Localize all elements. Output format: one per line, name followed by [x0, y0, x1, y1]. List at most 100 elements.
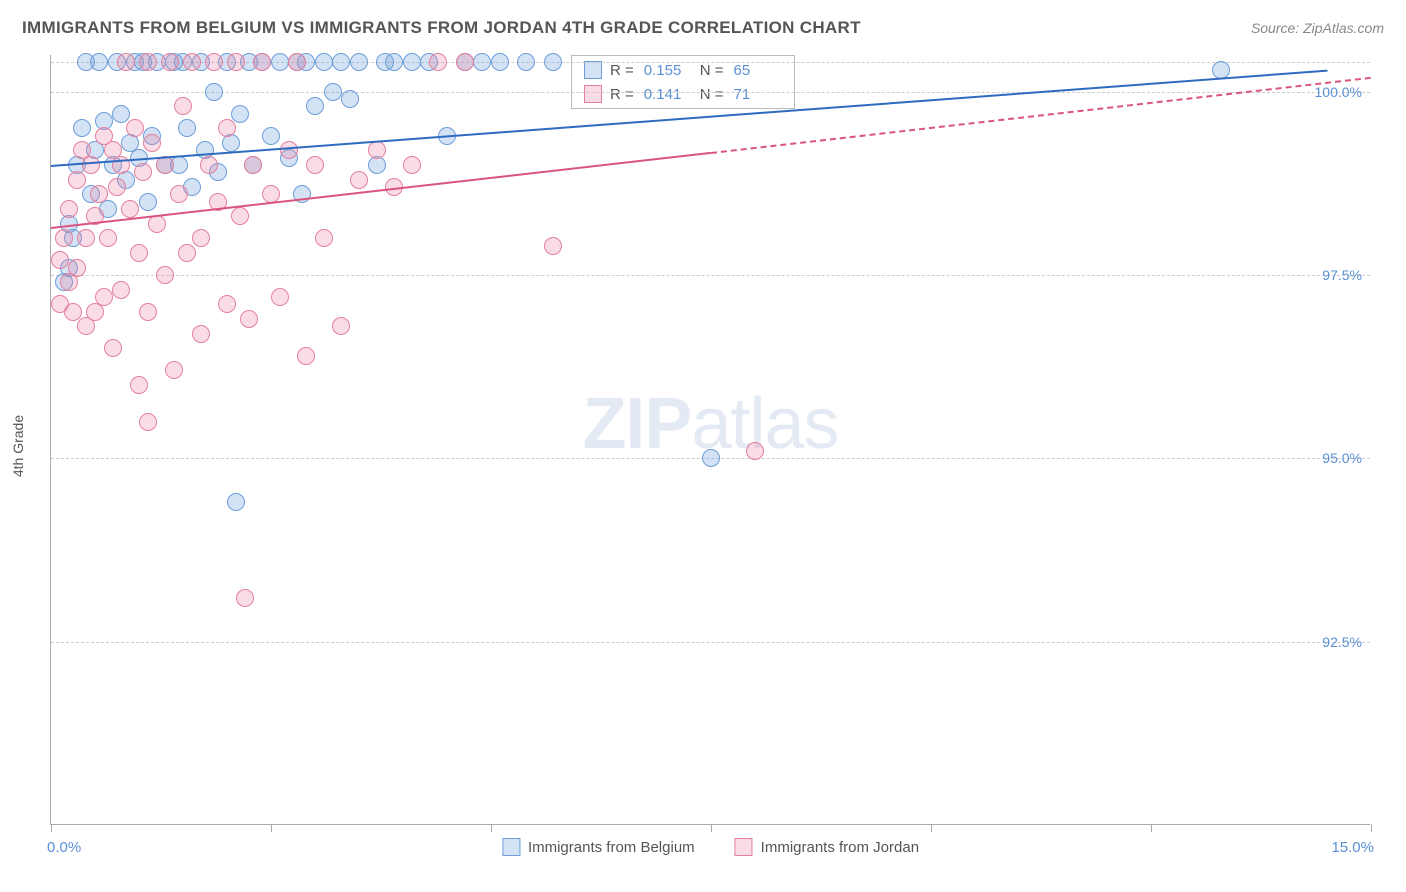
plot-area: ZIPatlas R =0.155 N =65 R =0.141 N =71 0… [50, 55, 1370, 825]
data-point [227, 53, 245, 71]
data-point [236, 589, 254, 607]
data-point [51, 251, 69, 269]
data-point [192, 229, 210, 247]
data-point [341, 90, 359, 108]
y-tick-label: 97.5% [1322, 267, 1362, 283]
data-point [227, 493, 245, 511]
data-point [73, 119, 91, 137]
data-point [104, 339, 122, 357]
gridline [51, 275, 1370, 276]
stats-row-jordan: R =0.141 N =71 [572, 82, 794, 106]
data-point [240, 310, 258, 328]
n-value-belgium: 65 [734, 62, 782, 79]
data-point [271, 288, 289, 306]
data-point [126, 119, 144, 137]
data-point [702, 449, 720, 467]
data-point [64, 303, 82, 321]
data-point [77, 229, 95, 247]
data-point [99, 229, 117, 247]
data-point [244, 156, 262, 174]
data-point [178, 244, 196, 262]
data-point [271, 53, 289, 71]
data-point [108, 178, 126, 196]
data-point [174, 97, 192, 115]
chart-source: Source: ZipAtlas.com [1251, 20, 1384, 36]
data-point [231, 207, 249, 225]
data-point [130, 244, 148, 262]
data-point [332, 53, 350, 71]
data-point [218, 295, 236, 313]
data-point [332, 317, 350, 335]
data-point [156, 266, 174, 284]
legend-label-jordan: Immigrants from Jordan [761, 839, 919, 856]
x-tick [931, 824, 932, 832]
data-point [82, 156, 100, 174]
data-point [139, 413, 157, 431]
data-point [280, 141, 298, 159]
gridline [51, 92, 1370, 93]
x-tick [491, 824, 492, 832]
y-tick-label: 100.0% [1315, 84, 1362, 100]
legend-label-belgium: Immigrants from Belgium [528, 839, 695, 856]
data-point [90, 185, 108, 203]
data-point [218, 119, 236, 137]
data-point [324, 83, 342, 101]
x-tick [1371, 824, 1372, 832]
data-point [139, 303, 157, 321]
data-point [429, 53, 447, 71]
r-value-belgium: 0.155 [644, 62, 692, 79]
x-tick [51, 824, 52, 832]
data-point [205, 53, 223, 71]
data-point [161, 53, 179, 71]
data-point [165, 361, 183, 379]
data-point [200, 156, 218, 174]
data-point [139, 193, 157, 211]
y-axis-label: 4th Grade [10, 415, 26, 477]
data-point [315, 53, 333, 71]
data-point [544, 53, 562, 71]
data-point [205, 83, 223, 101]
data-point [253, 53, 271, 71]
data-point [68, 259, 86, 277]
y-tick-label: 92.5% [1322, 634, 1362, 650]
legend-item-belgium: Immigrants from Belgium [502, 838, 695, 856]
data-point [90, 53, 108, 71]
data-point [117, 53, 135, 71]
swatch-jordan [584, 85, 602, 103]
data-point [178, 119, 196, 137]
data-point [1212, 61, 1230, 79]
r-value-jordan: 0.141 [644, 86, 692, 103]
data-point [55, 229, 73, 247]
data-point [112, 105, 130, 123]
data-point [297, 347, 315, 365]
y-tick-label: 95.0% [1322, 450, 1362, 466]
data-point [403, 53, 421, 71]
data-point [130, 376, 148, 394]
data-point [170, 185, 188, 203]
x-min-label: 0.0% [47, 839, 81, 856]
legend-swatch-belgium [502, 838, 520, 856]
legend-swatch-jordan [735, 838, 753, 856]
data-point [192, 325, 210, 343]
data-point [403, 156, 421, 174]
data-point [350, 171, 368, 189]
data-point [139, 53, 157, 71]
data-point [134, 163, 152, 181]
data-point [288, 53, 306, 71]
bottom-legend: Immigrants from Belgium Immigrants from … [502, 838, 919, 856]
x-tick [1151, 824, 1152, 832]
data-point [143, 134, 161, 152]
gridline [51, 642, 1370, 643]
data-point [306, 97, 324, 115]
data-point [121, 200, 139, 218]
data-point [60, 200, 78, 218]
data-point [183, 53, 201, 71]
x-tick [711, 824, 712, 832]
data-point [350, 53, 368, 71]
n-value-jordan: 71 [734, 86, 782, 103]
data-point [456, 53, 474, 71]
data-point [306, 156, 324, 174]
data-point [491, 53, 509, 71]
data-point [517, 53, 535, 71]
swatch-belgium [584, 61, 602, 79]
